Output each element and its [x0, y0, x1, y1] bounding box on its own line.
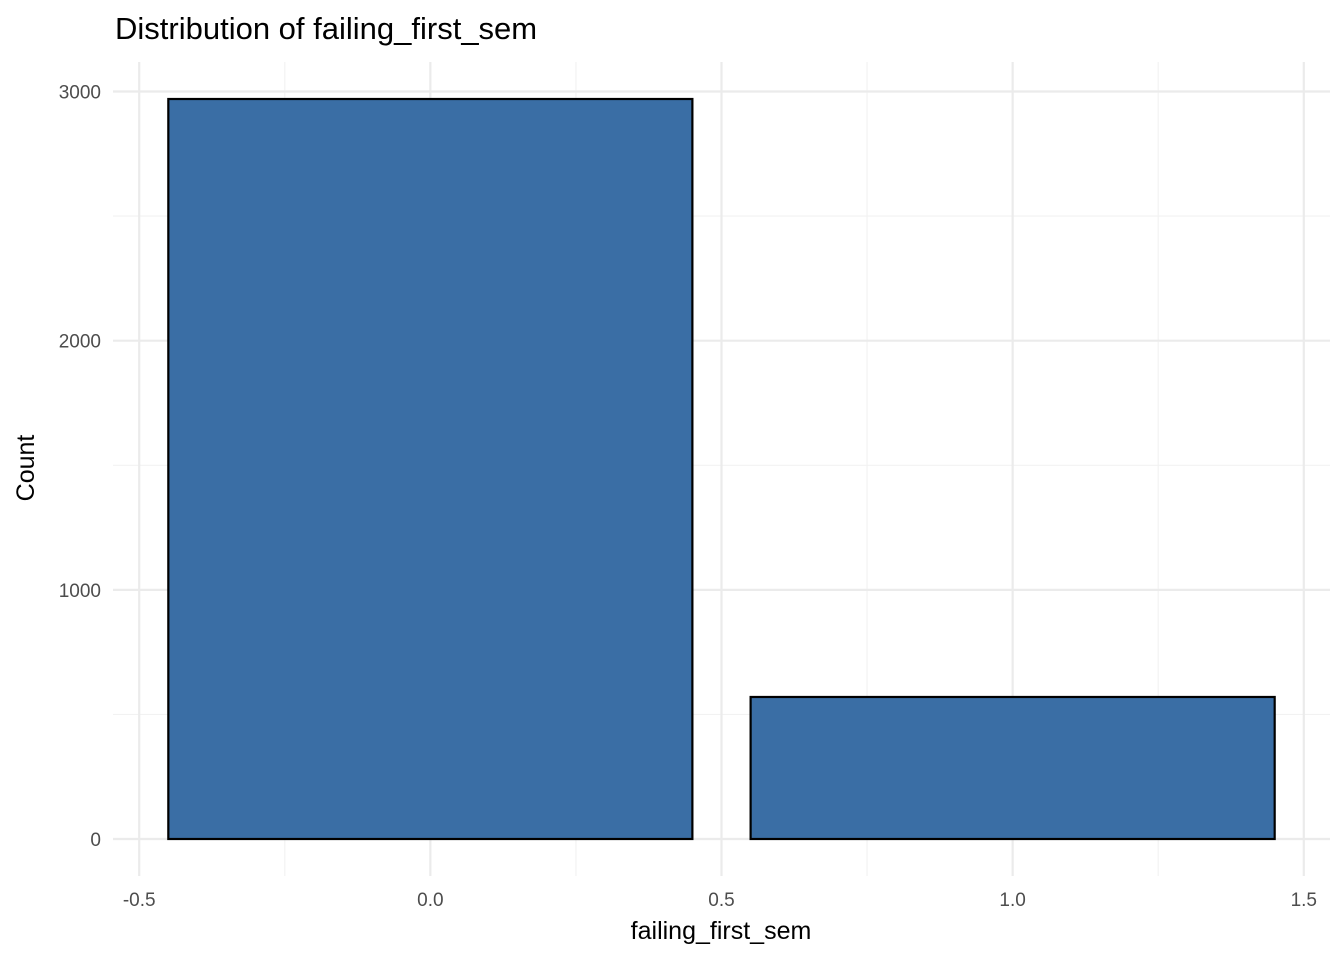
x-axis-tick-labels: -0.5 0.0 0.5 1.0 1.5 — [123, 890, 1317, 911]
bar-1 — [749, 695, 1276, 841]
y-tick-label-0: 0 — [90, 830, 101, 851]
y-axis-title: Count — [12, 435, 40, 502]
y-tick-label-1: 1000 — [59, 581, 101, 602]
y-tick-label-2: 2000 — [59, 332, 101, 353]
x-tick-label-2: 0.5 — [708, 890, 734, 911]
x-axis-title: failing_first_sem — [631, 917, 812, 945]
bars — [167, 97, 1276, 841]
chart-title: Distribution of failing_first_sem — [115, 11, 537, 46]
x-tick-label-3: 1.0 — [999, 890, 1025, 911]
y-tick-label-3: 3000 — [59, 83, 101, 104]
y-axis-tick-labels: 0 1000 2000 3000 — [59, 83, 101, 851]
x-tick-label-1: 0.0 — [417, 890, 443, 911]
x-tick-label-0: -0.5 — [123, 890, 156, 911]
x-tick-label-4: 1.5 — [1291, 890, 1317, 911]
bar-0 — [167, 97, 694, 841]
